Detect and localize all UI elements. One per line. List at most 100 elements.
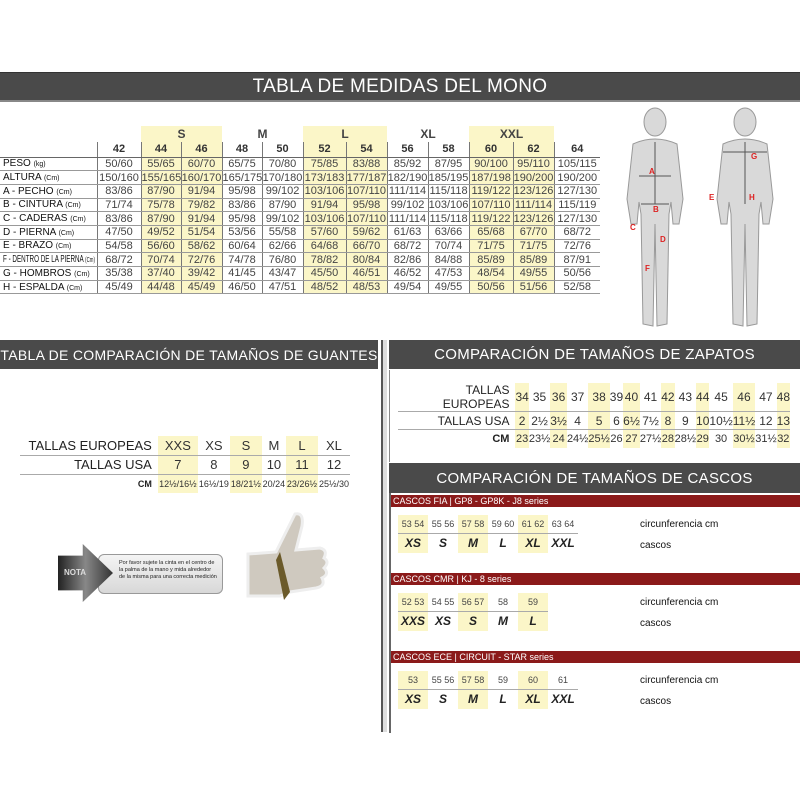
table-cell: 119/122 — [468, 211, 514, 226]
table-cell: 44/48 — [140, 280, 181, 295]
helmet-size-cell: XL — [518, 689, 548, 709]
table-cell: 50/56 — [468, 280, 514, 295]
circumference-cell: 54 55 — [428, 593, 458, 612]
table-cell: 55/65 — [140, 157, 181, 172]
table-cell: 155/165 — [140, 170, 181, 185]
table-cell: 71/75 — [468, 239, 514, 254]
table-cell: 51/56 — [512, 280, 555, 295]
helmet-size-row: XS S M L XL XXL — [398, 533, 578, 553]
table-cell: 87/91 — [553, 252, 601, 267]
table-row: F - DENTRO DE LA PIERNA (Cm) 68/72 70/74 72… — [0, 252, 601, 267]
table-row: ALTURA (Cm) 150/160 155/165 160/170 165/175 1… — [0, 170, 601, 185]
table-cell: 74/78 — [221, 252, 263, 267]
row-label-unit: (Cm) — [58, 229, 75, 237]
table-cell: 45 — [709, 383, 733, 412]
table-cell: 5 — [588, 411, 610, 430]
empty-cell — [554, 126, 600, 142]
table-cell: 190/200 — [512, 170, 555, 185]
table-cell: 63/66 — [427, 225, 470, 240]
table-cell: 64/68 — [302, 239, 347, 254]
column-header: 52 — [302, 142, 347, 158]
helmet-size-row: XXS XS S M L — [398, 611, 548, 631]
circumference-cell: 55 56 — [428, 515, 458, 534]
table-cell: 70/74 — [427, 239, 470, 254]
table-cell: 111/114 — [512, 198, 555, 213]
table-cell: 84/88 — [427, 252, 470, 267]
table-cell: 71/75 — [512, 239, 555, 254]
row-label: TALLAS USA — [398, 411, 516, 430]
table-cell: 9 — [674, 411, 697, 430]
table-cell: 65/68 — [468, 225, 514, 240]
table-cell: 2½ — [528, 411, 551, 430]
table-cell: 43/47 — [261, 266, 304, 281]
table-cell: 90/100 — [468, 157, 514, 172]
table-row: CM 12½/16½ 16½/19 18/21½ 20/24 23/26½ 25½/30 — [20, 474, 350, 493]
row-label: TALLAS EUROPEAS — [20, 436, 158, 456]
table-cell: 165/175 — [221, 170, 263, 185]
table-cell: 41/45 — [221, 266, 263, 281]
table-cell: 103/106 — [427, 198, 470, 213]
table-cell: 111/114 — [386, 211, 429, 226]
table-cell: 43 — [674, 383, 697, 412]
table-cell: 76/80 — [261, 252, 304, 267]
row-label-text: H - ESPALDA — [3, 281, 64, 293]
table-cell: 29 — [696, 429, 710, 448]
table-cell: 67/70 — [512, 225, 555, 240]
table-cell: 27 — [623, 429, 640, 448]
helmet-size-cell: XL — [518, 533, 548, 553]
circumference-label: circunferencia cm — [640, 519, 719, 530]
table-cell: 10 — [261, 455, 286, 475]
table-cell: 46/50 — [221, 280, 263, 295]
label-b: B — [653, 205, 659, 214]
note-text: Por favor sujete la cinta en el centro d… — [98, 554, 223, 594]
row-label-group: C - CADERAS (Cm) — [3, 213, 86, 224]
table-cell: 30 — [714, 432, 728, 445]
helmet-size-cell: M — [498, 614, 508, 629]
table-cell: 47/53 — [427, 266, 470, 281]
table-cell: 60/70 — [180, 157, 223, 172]
table-cell: 115/119 — [553, 198, 601, 213]
table-cell: 55/58 — [261, 225, 304, 240]
table-cell: 72/76 — [180, 252, 223, 267]
table-cell: 41 — [639, 383, 662, 412]
thumbs-up-hand-icon — [246, 512, 329, 600]
table-cell: XS — [197, 436, 230, 456]
table-cell: 87/90 — [261, 198, 304, 213]
table-cell: 56/60 — [140, 239, 181, 254]
table-cell: 34 — [515, 383, 529, 412]
body-measurement-figures: A B C D F G E H — [626, 107, 774, 327]
table-cell: 10½ — [709, 411, 733, 430]
table-cell: 80/84 — [345, 252, 388, 267]
table-row: TALLAS EUROPEAS 34 35 36 37 38 39 40 41 42 43 44 45 4… — [398, 383, 790, 412]
table-row: CM 23 23½ 24 24½ 25½ 26 27 27½ 28 28½ 29 30 30½ 31½ 32 — [398, 429, 790, 448]
table-row: C - CADERAS (Cm) 83/86 87/90 91/94 95/98 99/1… — [0, 211, 601, 226]
row-label: F - DENTRO DE LA PIERNA (Cm) — [0, 252, 97, 267]
circumference-label: circunferencia cm — [640, 597, 719, 608]
table-cell: 66/70 — [345, 239, 388, 254]
back-figure — [716, 107, 774, 327]
row-label-group: A - PECHO (Cm) — [3, 186, 72, 197]
table-cell: 46/51 — [345, 266, 388, 281]
table-cell: 87/95 — [427, 157, 470, 172]
row-label-unit: (Cm) — [65, 202, 81, 210]
table-cell: 51/54 — [180, 225, 223, 240]
helmet-size-row: XS S M L XL XXL — [398, 689, 578, 709]
table-cell: 160/170 — [180, 170, 223, 185]
table-cell: 23/26½ — [285, 474, 318, 493]
table-cell: 83/86 — [96, 211, 141, 226]
table-cell: 99/102 — [261, 211, 304, 226]
table-cell: 85/89 — [512, 252, 555, 267]
circumference-cell: 53 54 — [398, 515, 428, 534]
table-cell: 85/92 — [386, 157, 429, 172]
circumference-cell: 56 57 — [458, 593, 488, 612]
circumference-cell: 52 53 — [398, 593, 428, 612]
table-cell: 45/49 — [96, 280, 141, 295]
table-cell: 47/50 — [96, 225, 141, 240]
table-cell: 150/160 — [96, 170, 141, 185]
table-cell: 187/198 — [468, 170, 514, 185]
table-cell: XXS — [157, 436, 198, 456]
label-f: F — [645, 264, 650, 273]
column-header: 64 — [553, 142, 601, 158]
table-cell: 30½ — [732, 429, 756, 448]
table-cell: 95/98 — [221, 211, 263, 226]
